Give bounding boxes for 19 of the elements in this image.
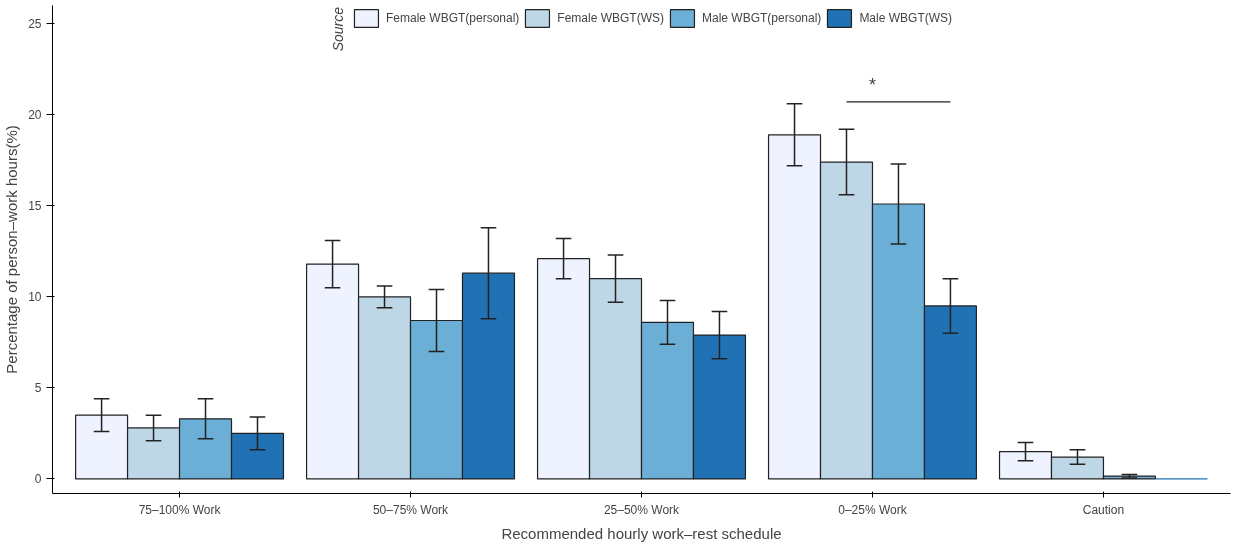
x-tick-label: 50–75% Work: [372, 502, 450, 517]
y-tick-label: 0: [34, 472, 42, 487]
x-tick-label: Caution: [1082, 502, 1125, 517]
annotation: *: [868, 75, 876, 96]
y-tick-label: 20: [28, 108, 42, 123]
legend-title: Source: [329, 7, 346, 52]
x-tick-label: 75–100% Work: [138, 502, 222, 517]
x-axis-title: Recommended hourly work–rest schedule: [501, 524, 782, 542]
y-tick-label: 25: [28, 17, 42, 32]
y-tick-label: 10: [28, 290, 42, 305]
legend-label: Female WBGT(personal): [385, 11, 520, 25]
x-tick-label: 0–25% Work: [838, 502, 908, 517]
legend-label: Female WBGT(WS): [557, 11, 664, 25]
legend-label: Male WBGT(personal): [702, 11, 822, 25]
y-axis-title: Percentage of person–work hours(%): [3, 125, 21, 374]
legend-label: Male WBGT(WS): [859, 11, 953, 25]
x-tick-label: 25–50% Work: [603, 502, 681, 517]
y-tick-label: 5: [34, 381, 42, 396]
y-tick-label: 15: [28, 199, 42, 214]
